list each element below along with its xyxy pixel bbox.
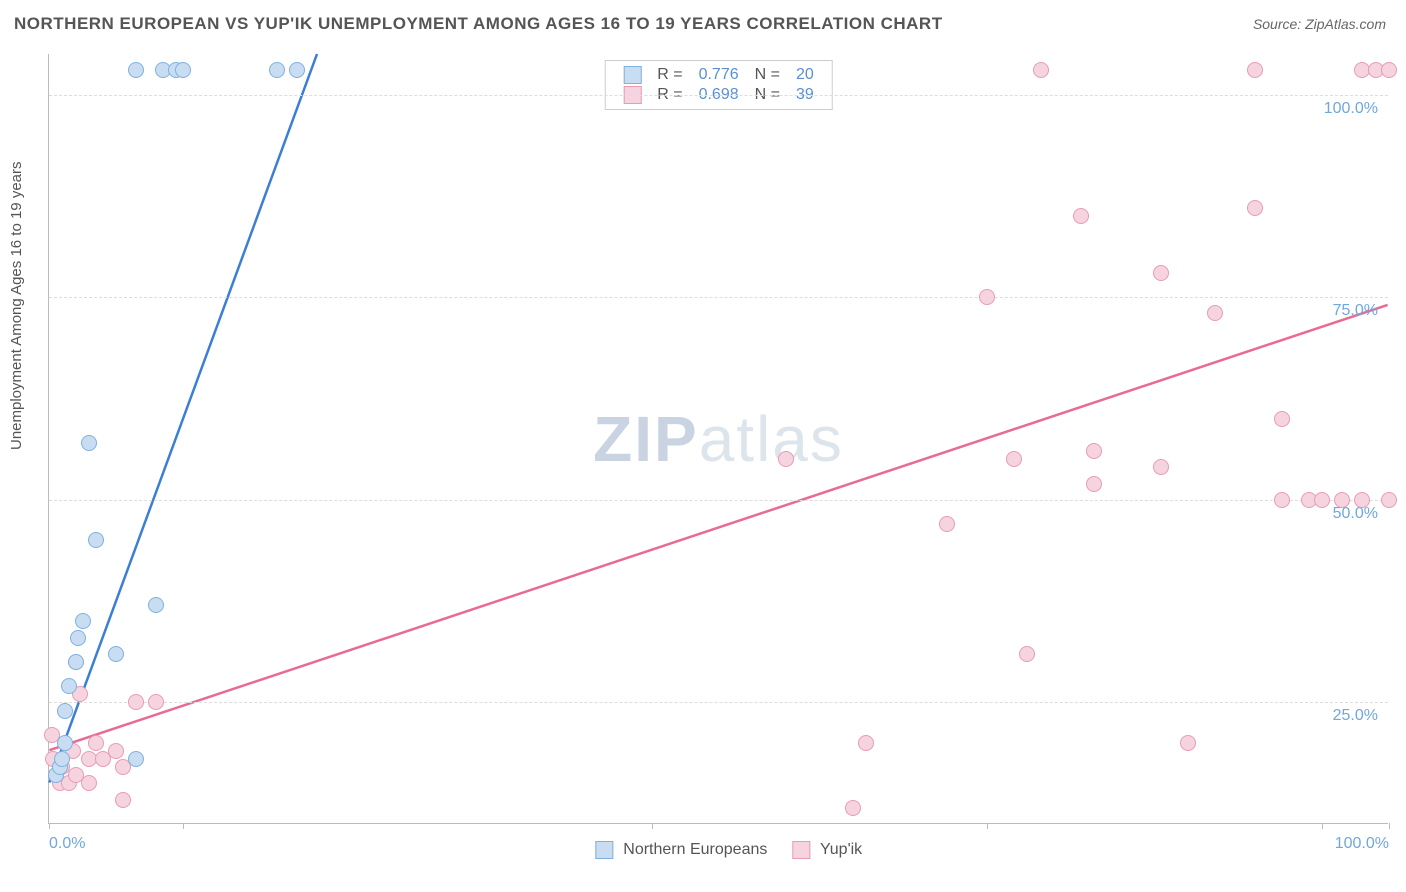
y-tick-label: 100.0% [1324, 100, 1378, 118]
x-tick [49, 823, 50, 829]
legend-row-northern: R = 0.776 N = 20 [615, 65, 822, 85]
data-point [108, 743, 124, 759]
data-point [57, 703, 73, 719]
data-point [269, 62, 285, 78]
data-point [1086, 443, 1102, 459]
data-point [175, 62, 191, 78]
x-tick [652, 823, 653, 829]
data-point [979, 289, 995, 305]
data-point [148, 597, 164, 613]
data-point [1073, 208, 1089, 224]
data-point [1207, 305, 1223, 321]
data-point [1153, 459, 1169, 475]
legend-label-yupik: Yup'ik [820, 841, 862, 858]
data-point [1274, 411, 1290, 427]
data-point [75, 613, 91, 629]
data-point [1180, 735, 1196, 751]
regression-line [49, 305, 1387, 750]
y-axis-label: Unemployment Among Ages 16 to 19 years [8, 161, 25, 450]
x-tick [987, 823, 988, 829]
data-point [1033, 62, 1049, 78]
data-point [1334, 492, 1350, 508]
data-point [115, 792, 131, 808]
n-label: N = [747, 65, 788, 85]
data-point [128, 62, 144, 78]
y-tick-label: 25.0% [1333, 707, 1378, 725]
gridline [49, 500, 1388, 501]
data-point [845, 800, 861, 816]
data-point [57, 735, 73, 751]
data-point [1086, 476, 1102, 492]
correlation-chart: NORTHERN EUROPEAN VS YUP'IK UNEMPLOYMENT… [0, 0, 1406, 892]
data-point [128, 751, 144, 767]
data-point [88, 735, 104, 751]
data-point [1381, 62, 1397, 78]
data-point [148, 694, 164, 710]
chart-title: NORTHERN EUROPEAN VS YUP'IK UNEMPLOYMENT… [14, 14, 943, 34]
x-tick [183, 823, 184, 829]
gridline [49, 297, 1388, 298]
data-point [939, 516, 955, 532]
x-tick-label: 100.0% [1335, 835, 1389, 853]
data-point [70, 630, 86, 646]
data-point [1314, 492, 1330, 508]
x-tick [1389, 823, 1390, 829]
series-legend: Northern Europeans Yup'ik [575, 841, 862, 859]
data-point [68, 654, 84, 670]
data-point [1354, 492, 1370, 508]
data-point [81, 435, 97, 451]
y-tick-label: 75.0% [1333, 302, 1378, 320]
regression-lines [49, 54, 1388, 823]
legend-label-northern: Northern Europeans [623, 841, 767, 858]
data-point [1274, 492, 1290, 508]
legend-swatch-yupik [792, 841, 810, 859]
gridline [49, 702, 1388, 703]
source-label: Source: ZipAtlas.com [1253, 16, 1386, 32]
data-point [1381, 492, 1397, 508]
data-point [1006, 451, 1022, 467]
r-value-northern: 0.776 [691, 65, 747, 85]
correlation-legend: R = 0.776 N = 20 R = 0.698 N = 39 [604, 60, 833, 110]
data-point [858, 735, 874, 751]
gridline [49, 95, 1388, 96]
data-point [108, 646, 124, 662]
data-point [289, 62, 305, 78]
r-label: R = [649, 65, 690, 85]
data-point [1247, 200, 1263, 216]
data-point [128, 694, 144, 710]
data-point [88, 532, 104, 548]
data-point [1153, 265, 1169, 281]
swatch-northern [623, 66, 641, 84]
plot-area: ZIPatlas R = 0.776 N = 20 R = 0.698 N = … [48, 54, 1388, 824]
data-point [54, 751, 70, 767]
x-tick-label: 0.0% [49, 835, 85, 853]
legend-swatch-northern [595, 841, 613, 859]
data-point [1019, 646, 1035, 662]
data-point [1247, 62, 1263, 78]
x-tick [1322, 823, 1323, 829]
data-point [81, 775, 97, 791]
data-point [61, 678, 77, 694]
data-point [778, 451, 794, 467]
n-value-northern: 20 [788, 65, 822, 85]
